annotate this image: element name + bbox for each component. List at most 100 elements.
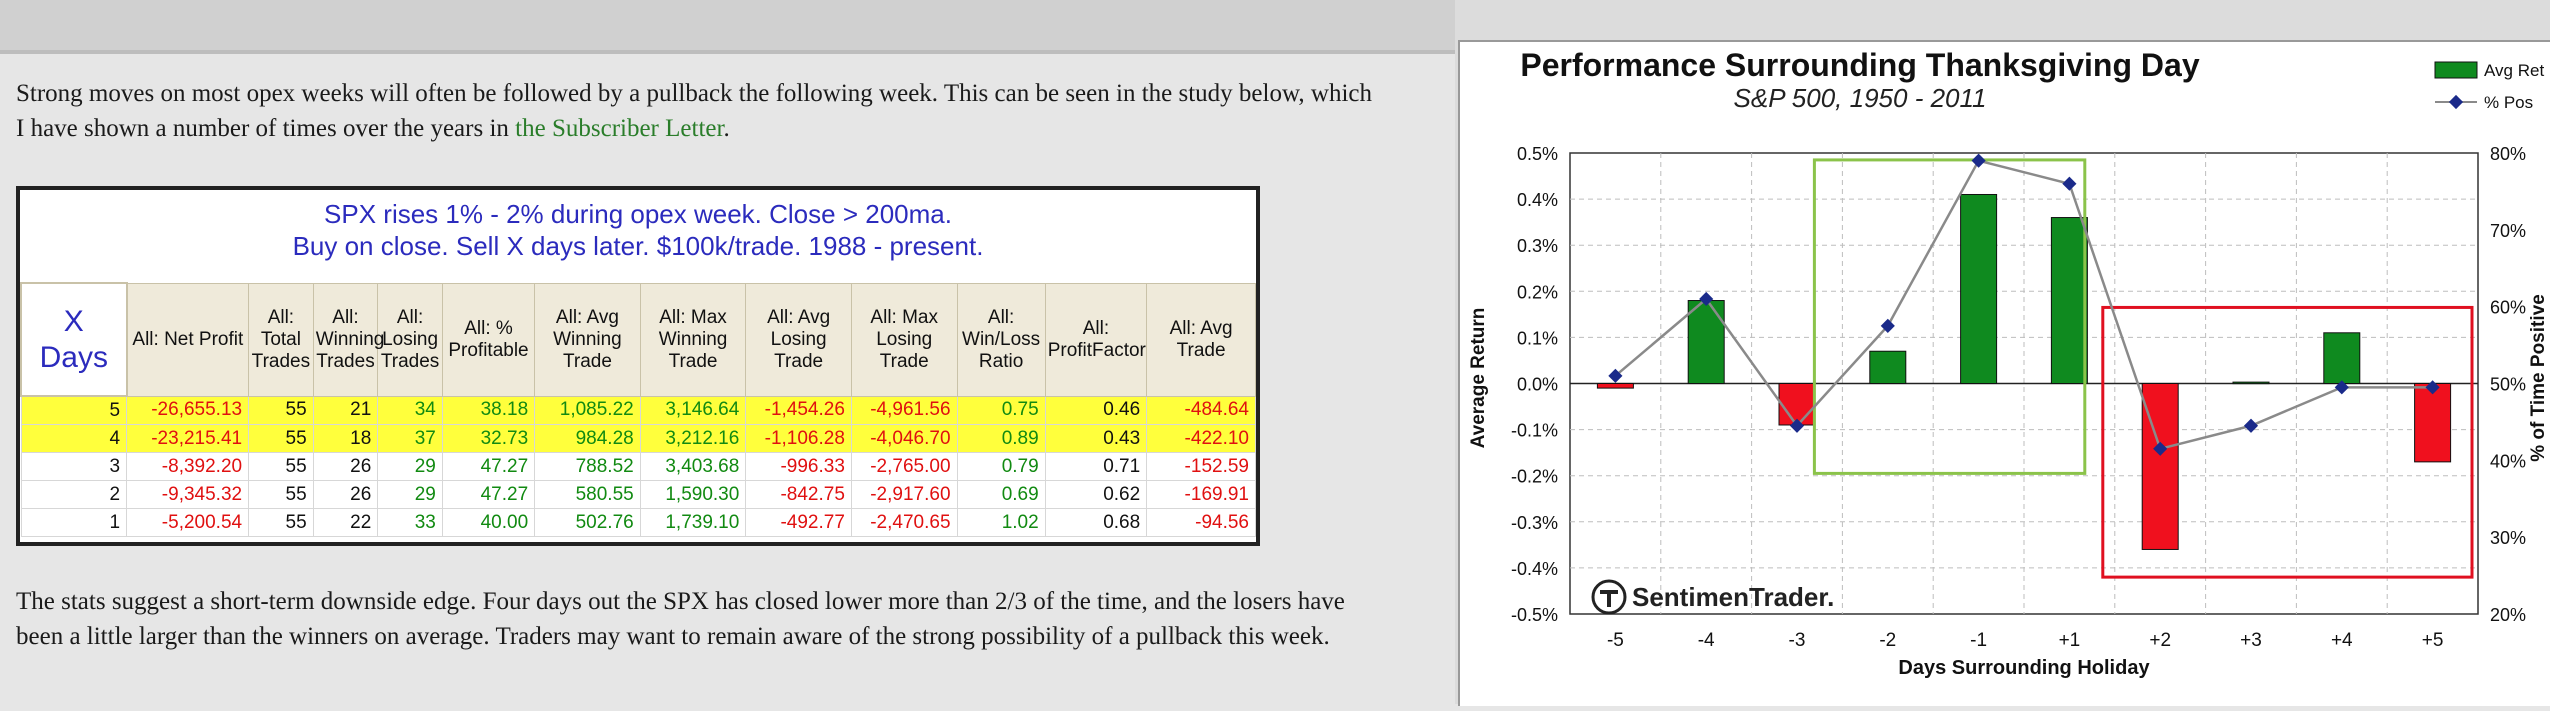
y-axis-label: Average Return xyxy=(1468,308,1489,449)
chart-subtitle: S&P 500, 1950 - 2011 xyxy=(1734,83,1987,113)
table-cell: -842.75 xyxy=(745,480,852,509)
table-cell: 0.89 xyxy=(956,424,1046,453)
table-cell: -4,046.70 xyxy=(850,424,958,453)
y-tick-label: 0.1% xyxy=(1517,328,1558,348)
table-cell: 1.02 xyxy=(956,508,1046,537)
bar xyxy=(2050,217,2088,384)
y2-tick-label: 80% xyxy=(2490,144,2526,164)
stats-header-10: All: Win/Loss Ratio xyxy=(956,282,1046,397)
table-cell: 37 xyxy=(377,424,443,453)
x-tick-label: -5 xyxy=(1607,630,1624,651)
highlight-boxes xyxy=(1812,158,2474,579)
subscriber-letter-link[interactable]: the Subscriber Letter xyxy=(515,115,724,142)
legend-label-avg-ret: Avg Ret xyxy=(2484,61,2544,80)
y2-tick-label: 50% xyxy=(2490,375,2526,395)
y-tick-label: 0.3% xyxy=(1517,236,1558,256)
table-cell: 1 xyxy=(20,508,128,537)
chart-frame: Performance Surrounding Thanksgiving Day… xyxy=(1458,40,2550,706)
pct-pos-point xyxy=(1608,368,1623,383)
x-tick-label: +2 xyxy=(2149,630,2171,651)
stats-grid: X Days All: Net Profit All: Total Trades All… xyxy=(20,282,1256,537)
y-axis-ticks: 0.5% 0.4% 0.3% 0.2% 0.1% 0.0% -0.1% -0.2% -0.3% -… xyxy=(1511,144,1558,625)
thanksgiving-chart: Performance Surrounding Thanksgiving Day… xyxy=(1468,47,2549,679)
table-cell: 2 xyxy=(20,480,128,509)
pct-pos-point xyxy=(2425,380,2440,395)
table-cell: 47.27 xyxy=(441,480,536,509)
table-cell: -1,454.26 xyxy=(745,395,852,425)
stats-header-0: X Days xyxy=(20,282,128,397)
table-cell: 3,403.68 xyxy=(639,452,747,481)
table-cell: 0.69 xyxy=(956,480,1046,509)
stats-table: SPX rises 1% - 2% during opex week. Clos… xyxy=(16,186,1260,546)
x-tick-label: +5 xyxy=(2422,630,2444,651)
table-cell: 55 xyxy=(248,480,314,509)
table-cell: -5,200.54 xyxy=(126,508,250,537)
bar xyxy=(1687,300,1725,384)
table-cell: 32.73 xyxy=(441,424,536,453)
table-cell: 502.76 xyxy=(534,508,641,537)
x-tick-label: -2 xyxy=(1879,630,1896,651)
table-cell: 33 xyxy=(377,508,443,537)
table-cell: 5 xyxy=(20,395,128,425)
chart-title: Performance Surrounding Thanksgiving Day xyxy=(1520,47,2199,83)
sentimentrader-logo: SentimenTrader. xyxy=(1591,579,1834,615)
table-cell: -9,345.32 xyxy=(126,480,250,509)
table-cell: 0.75 xyxy=(956,395,1046,425)
x-tick-label: +1 xyxy=(2059,630,2081,651)
x-tick-label: +4 xyxy=(2331,630,2353,651)
table-cell: 1,590.30 xyxy=(639,480,747,509)
bar xyxy=(2414,383,2452,463)
table-cell: 984.28 xyxy=(534,424,641,453)
table-cell: 580.55 xyxy=(534,480,641,509)
y-tick-label: 0.4% xyxy=(1517,190,1558,210)
y-tick-label: 0.0% xyxy=(1517,375,1558,395)
y2-tick-label: 30% xyxy=(2490,528,2526,548)
legend: Avg Ret % Pos xyxy=(2434,61,2544,112)
table-cell: -422.10 xyxy=(1146,424,1256,453)
table-cell: -8,392.20 xyxy=(126,452,250,481)
y-tick-label: 0.2% xyxy=(1517,282,1558,302)
table-cell: 22 xyxy=(312,508,379,537)
conclusion-line-1: The stats suggest a short-term downside … xyxy=(16,588,1345,615)
pct-pos-point xyxy=(1971,153,1986,168)
table-cell: 0.68 xyxy=(1044,508,1148,537)
stats-header-12: All: Avg Trade xyxy=(1146,282,1256,397)
table-cell: 1,085.22 xyxy=(534,395,641,425)
table-cell: 55 xyxy=(248,395,314,425)
table-cell: -484.64 xyxy=(1146,395,1256,425)
sentimentrader-logo-text: SentimenTrader. xyxy=(1632,582,1834,612)
pct-pos-point xyxy=(1789,418,1805,433)
sentimentrader-logo-icon xyxy=(1591,579,1627,615)
table-cell: -2,765.00 xyxy=(850,452,958,481)
legend-swatch-avg-ret xyxy=(2434,61,2478,79)
conclusion-line-2: been a little larger than the winners on… xyxy=(16,623,1330,650)
bar xyxy=(1869,350,1907,385)
y-tick-label: -0.1% xyxy=(1511,421,1558,441)
stats-header-2: All: Total Trades xyxy=(248,282,314,397)
table-cell: 788.52 xyxy=(534,452,641,481)
stats-header-11: All: ProfitFactor xyxy=(1044,282,1148,397)
stats-table-title: SPX rises 1% - 2% during opex week. Clos… xyxy=(20,190,1256,278)
table-cell: 55 xyxy=(248,452,314,481)
y2-tick-label: 60% xyxy=(2490,298,2526,318)
highlight-box-red xyxy=(2101,305,2474,579)
x-tick-label: +3 xyxy=(2240,630,2262,651)
intro-line-1: Strong moves on most opex weeks will oft… xyxy=(16,80,1372,107)
table-cell: -2,917.60 xyxy=(850,480,958,509)
y-tick-label: -0.4% xyxy=(1511,559,1558,579)
y-tick-label: 0.5% xyxy=(1517,144,1558,164)
table-cell: 29 xyxy=(377,452,443,481)
table-cell: 3,212.16 xyxy=(639,424,747,453)
table-cell: 47.27 xyxy=(441,452,536,481)
bar-series xyxy=(1596,193,2452,550)
stats-header-7: All: Max Winning Trade xyxy=(639,282,747,397)
bar xyxy=(1596,383,1634,389)
table-cell: 0.71 xyxy=(1044,452,1148,481)
table-cell: -23,215.41 xyxy=(126,424,250,453)
bar xyxy=(2232,381,2270,385)
browser-top-bar xyxy=(0,0,1455,54)
table-cell: -169.91 xyxy=(1146,480,1256,509)
table-row: 3 -8,392.20 55 26 29 47.27 788.52 3,403.68 -996.… xyxy=(20,452,1256,481)
y-tick-label: -0.3% xyxy=(1511,513,1558,533)
table-cell: 21 xyxy=(312,395,379,425)
